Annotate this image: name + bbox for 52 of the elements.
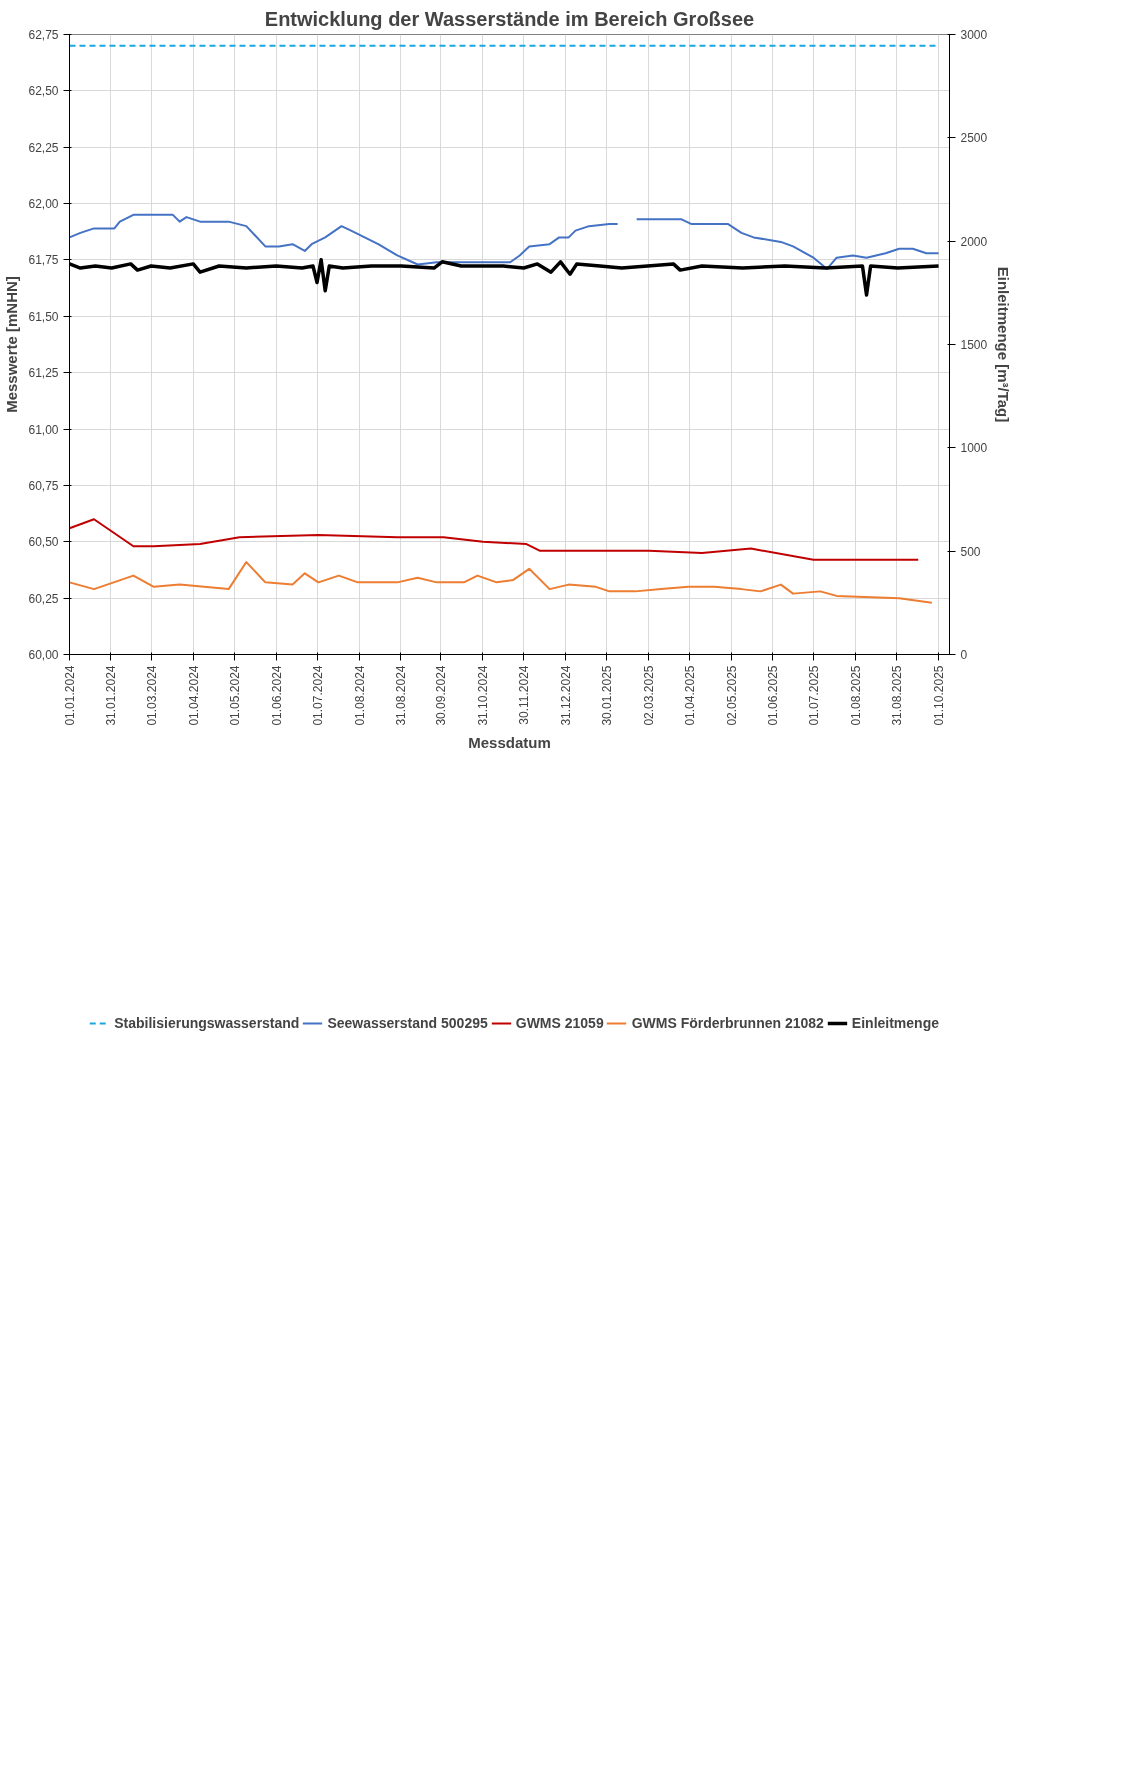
x-tick-label: 01.06.2024	[269, 665, 284, 726]
legend-label: Einleitmenge	[851, 1015, 939, 1031]
x-tick-label: 30.01.2025	[600, 665, 615, 726]
y-tick-label: 60,50	[28, 535, 59, 550]
y2-axis-title: Einleitmenge [m³/Tag]	[995, 266, 1013, 423]
y-tick-label: 62,75	[28, 28, 59, 42]
y2-tick-label: 1500	[960, 338, 988, 352]
x-tick-label: 31.12.2024	[559, 665, 574, 726]
x-tick-label: 31.10.2024	[476, 665, 491, 726]
line-series	[69, 518, 920, 561]
y-tick-label: 60,25	[28, 591, 59, 606]
x-tick-label: 30.11.2024	[517, 665, 532, 725]
y-tick-label: 61,75	[28, 253, 59, 268]
y2-tick-label: 2000	[960, 234, 988, 249]
y-tick-label: 62,25	[28, 140, 59, 155]
legend-label: Stabilisierungswasserstand	[114, 1015, 300, 1031]
y2-tick-label: 3000	[960, 28, 988, 42]
x-tick-label: 30.09.2024	[434, 665, 449, 726]
y-tick-label: 60,00	[28, 648, 59, 662]
y-tick-label: 60,75	[28, 478, 59, 493]
y2-tick-label: 2500	[960, 131, 988, 146]
x-tick-label: 31.01.2024	[103, 665, 118, 726]
x-tick-label: 01.04.2024	[186, 665, 201, 726]
x-tick-label: 31.08.2024	[393, 665, 408, 726]
y2-tick-label: 1000	[960, 441, 988, 456]
y2-tick-label: 0	[960, 648, 968, 662]
y-tick-label: 62,00	[28, 197, 59, 212]
y-tick-label: 61,50	[28, 309, 59, 324]
legend-label: Seewasserstand 500295	[327, 1015, 488, 1031]
y-tick-label: 61,00	[28, 422, 59, 437]
chart-title: Entwicklung der Wasserstände im Bereich Großsee	[264, 7, 755, 30]
x-tick-label: 01.08.2024	[352, 665, 367, 726]
x-tick-label: 01.04.2025	[683, 665, 698, 726]
x-tick-label: 01.01.2024	[63, 665, 77, 726]
y-tick-label: 61,25	[28, 366, 59, 381]
x-tick-label: 01.06.2025	[766, 665, 781, 726]
x-tick-label: 01.08.2025	[849, 665, 864, 726]
x-axis-title: Messdatum	[468, 733, 551, 751]
y-tick-label: 62,50	[28, 84, 59, 99]
x-tick-label: 31.08.2025	[889, 665, 904, 726]
y-axis-title: Messwerte [mNHN]	[3, 276, 21, 413]
x-tick-label: 01.07.2024	[310, 665, 325, 726]
legend-label: GWMS Förderbrunnen 21082	[631, 1015, 824, 1031]
x-tick-label: 01.10.2025	[932, 665, 947, 726]
x-tick-label: 01.07.2025	[806, 665, 821, 726]
legend-label: GWMS 21059	[515, 1015, 604, 1031]
x-tick-label: 01.03.2024	[144, 665, 159, 726]
x-tick-label: 01.05.2024	[227, 665, 242, 726]
line-series	[69, 561, 933, 604]
x-tick-label: 02.05.2025	[725, 665, 740, 726]
y2-tick-label: 500	[960, 544, 981, 559]
x-tick-label: 02.03.2025	[642, 665, 657, 726]
